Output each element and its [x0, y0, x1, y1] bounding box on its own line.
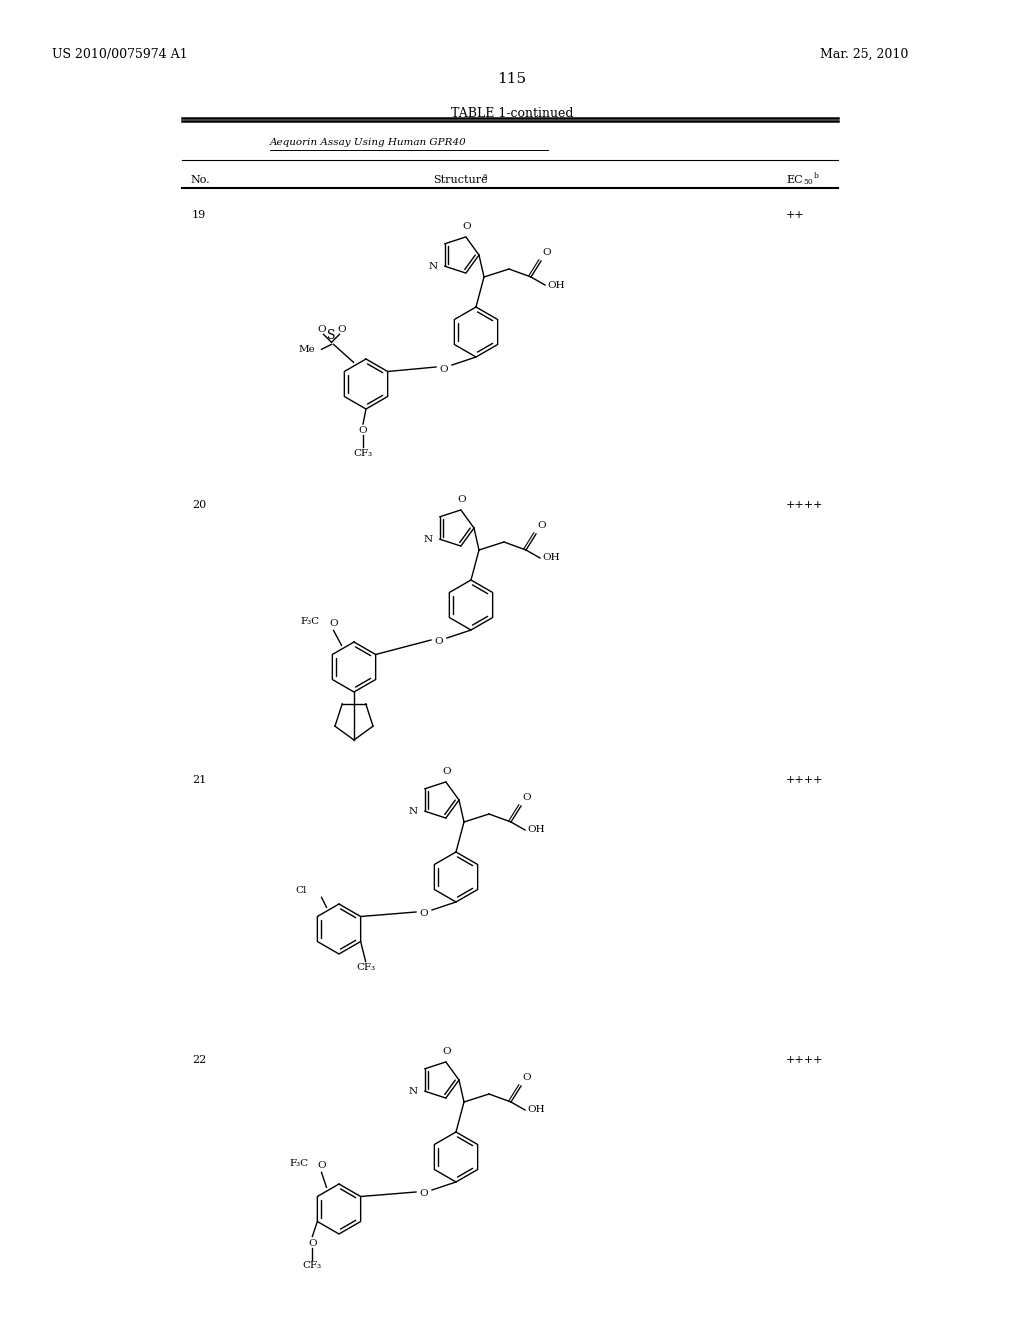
Text: CF₃: CF₃ — [303, 1262, 322, 1270]
Text: ++: ++ — [786, 210, 805, 220]
Text: O: O — [542, 248, 551, 257]
Text: US 2010/0075974 A1: US 2010/0075974 A1 — [52, 48, 187, 61]
Text: S: S — [328, 330, 336, 342]
Text: N: N — [428, 261, 437, 271]
Text: CF₃: CF₃ — [353, 449, 373, 458]
Text: O: O — [463, 222, 471, 231]
Text: O: O — [420, 909, 428, 919]
Text: F₃C: F₃C — [300, 618, 319, 627]
Text: 22: 22 — [193, 1055, 206, 1065]
Text: O: O — [537, 521, 546, 531]
Text: O: O — [522, 1073, 530, 1082]
Text: O: O — [358, 426, 368, 436]
Text: TABLE 1-continued: TABLE 1-continued — [451, 107, 573, 120]
Text: N: N — [424, 535, 432, 544]
Text: O: O — [434, 638, 443, 647]
Text: Structure: Structure — [433, 176, 487, 185]
Text: O: O — [337, 325, 346, 334]
Text: EC: EC — [786, 176, 803, 185]
Text: N: N — [409, 807, 418, 816]
Text: b: b — [814, 172, 819, 180]
Text: Me: Me — [299, 345, 315, 354]
Text: Aequorin Assay Using Human GPR40: Aequorin Assay Using Human GPR40 — [270, 139, 467, 147]
Text: 19: 19 — [193, 210, 206, 220]
Text: O: O — [317, 1162, 326, 1171]
Text: Mar. 25, 2010: Mar. 25, 2010 — [820, 48, 908, 61]
Text: O: O — [458, 495, 466, 504]
Text: ++++: ++++ — [786, 775, 823, 785]
Text: 50: 50 — [803, 178, 813, 186]
Text: O: O — [522, 793, 530, 803]
Text: F₃C: F₃C — [290, 1159, 308, 1168]
Text: O: O — [439, 364, 449, 374]
Text: Cl: Cl — [295, 886, 306, 895]
Text: O: O — [317, 325, 326, 334]
Text: ++++: ++++ — [786, 500, 823, 510]
Text: 21: 21 — [193, 775, 206, 785]
Text: No.: No. — [190, 176, 210, 185]
Text: O: O — [442, 767, 452, 776]
Text: ++++: ++++ — [786, 1055, 823, 1065]
Text: a: a — [483, 172, 487, 180]
Text: CF₃: CF₃ — [356, 964, 375, 973]
Text: 115: 115 — [498, 73, 526, 86]
Text: O: O — [442, 1047, 452, 1056]
Text: O: O — [329, 619, 338, 628]
Text: OH: OH — [527, 825, 545, 834]
Text: N: N — [409, 1086, 418, 1096]
Text: OH: OH — [547, 281, 564, 289]
Text: 20: 20 — [193, 500, 206, 510]
Text: O: O — [420, 1189, 428, 1199]
Text: O: O — [308, 1238, 316, 1247]
Text: OH: OH — [527, 1106, 545, 1114]
Text: OH: OH — [542, 553, 560, 562]
